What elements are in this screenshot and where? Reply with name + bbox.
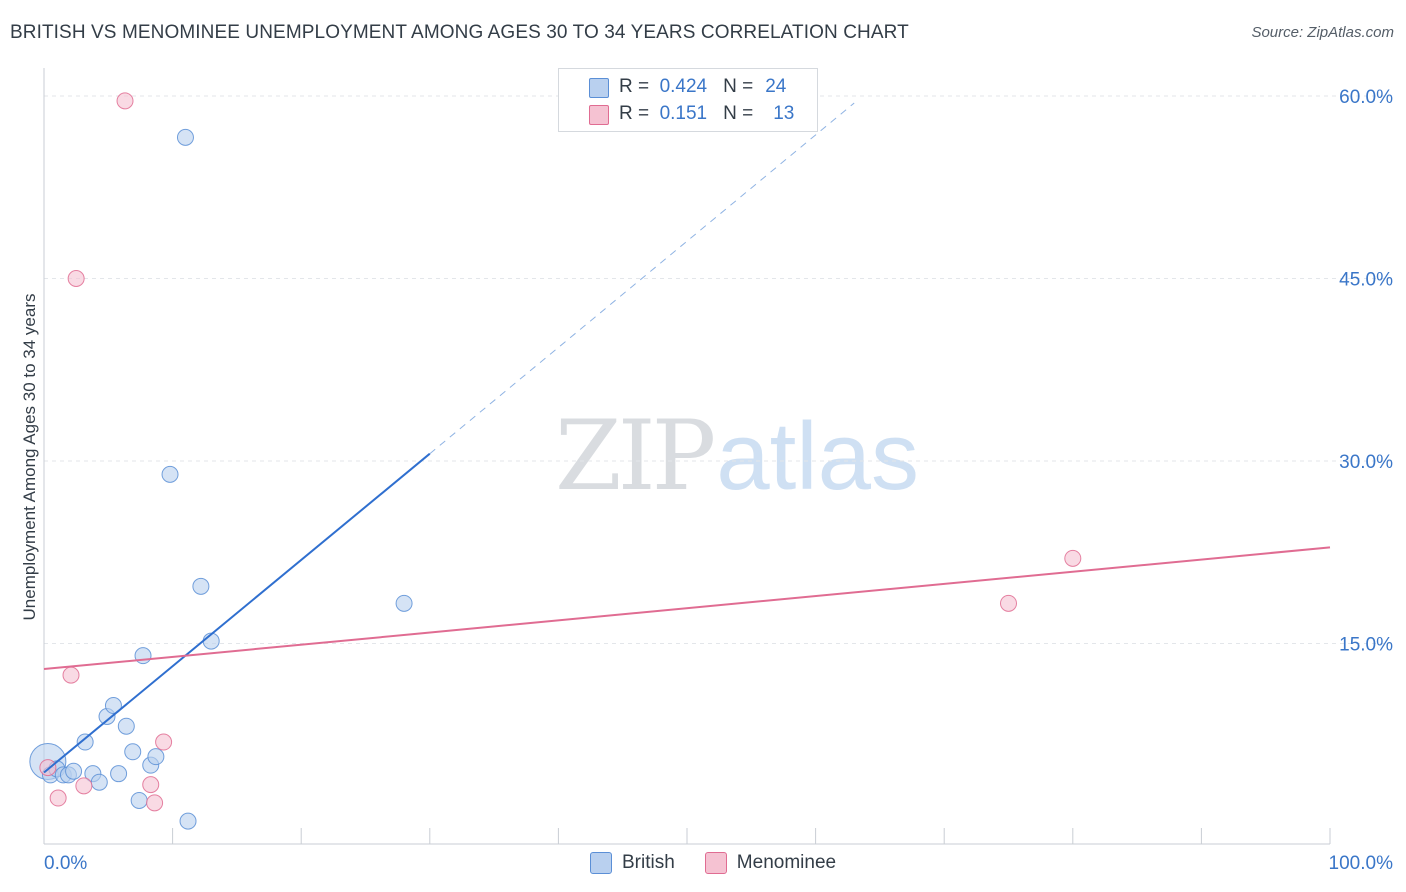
british-point	[161, 465, 179, 483]
series-legend: British Menominee	[590, 852, 866, 874]
menominee-legend-swatch	[704, 852, 727, 874]
british-legend-label: British	[622, 852, 675, 873]
menominee-r-value: 0.151	[659, 103, 708, 124]
british-point	[134, 647, 152, 665]
menominee-point	[146, 794, 164, 812]
british-point	[179, 812, 197, 830]
menominee-n-label: N =	[723, 103, 754, 124]
menominee-point	[75, 777, 93, 795]
british-point	[90, 773, 108, 791]
british-point	[110, 765, 128, 783]
british-point	[117, 717, 135, 735]
x-tick-label: 0.0%	[44, 853, 87, 874]
british-point	[176, 128, 194, 146]
british-n-label: N =	[723, 76, 754, 97]
menominee-point	[142, 776, 160, 794]
menominee-point	[116, 92, 134, 110]
watermark-zip: ZIP	[555, 400, 716, 512]
y-axis-label: Unemployment Among Ages 30 to 34 years	[20, 293, 39, 621]
menominee-trend-line	[43, 546, 1331, 671]
source-label: Source: ZipAtlas.com	[1251, 24, 1394, 41]
british-point	[104, 697, 122, 715]
british-point	[395, 594, 413, 612]
menominee-point	[49, 789, 67, 807]
british-point	[130, 791, 148, 809]
correlation-legend: R = 0.424 N = 24 R = 0.151 N = 13	[558, 68, 818, 132]
legend-row-menominee: R = 0.151 N = 13	[619, 102, 794, 126]
british-point	[192, 577, 210, 595]
menominee-point	[67, 270, 85, 287]
x-tick-label: 100.0%	[1329, 853, 1394, 874]
menominee-point	[62, 666, 80, 684]
british-point	[124, 743, 142, 761]
watermark: ZIPatlas	[555, 400, 919, 512]
british-point	[147, 748, 165, 766]
menominee-point	[39, 759, 57, 777]
menominee-swatch	[589, 105, 609, 125]
y-tick-label: 15.0%	[1339, 635, 1393, 656]
british-point	[76, 733, 94, 751]
british-r-value: 0.424	[659, 76, 708, 97]
british-trend-extension	[429, 102, 855, 455]
chart-title: BRITISH VS MENOMINEE UNEMPLOYMENT AMONG …	[10, 22, 909, 43]
british-r-label: R =	[619, 76, 650, 97]
legend-row-british: R = 0.424 N = 24	[619, 75, 786, 99]
menominee-n-value: 13	[773, 103, 795, 124]
british-legend-swatch	[590, 852, 612, 874]
menominee-point	[1000, 594, 1017, 612]
british-point	[65, 762, 83, 780]
watermark-atlas: atlas	[716, 403, 919, 510]
y-tick-label: 30.0%	[1339, 452, 1393, 473]
british-swatch	[589, 78, 609, 98]
menominee-point	[1064, 549, 1082, 567]
british-trend-line	[43, 452, 431, 774]
menominee-legend-label: Menominee	[736, 852, 837, 873]
legend-item-menominee: Menominee	[704, 852, 837, 874]
menominee-point	[155, 733, 173, 751]
y-tick-label: 45.0%	[1339, 270, 1393, 291]
menominee-r-label: R =	[619, 103, 650, 124]
british-n-value: 24	[765, 76, 787, 97]
y-tick-label: 60.0%	[1339, 87, 1393, 108]
legend-item-british: British	[590, 852, 675, 874]
